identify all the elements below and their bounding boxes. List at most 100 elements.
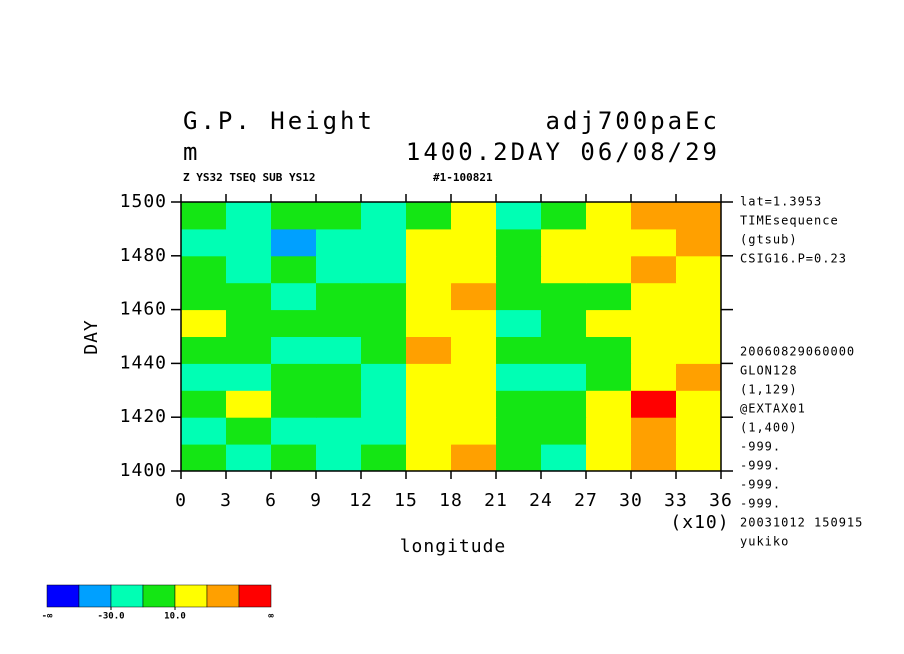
heatmap-cell	[271, 255, 317, 284]
heatmap-cell	[451, 202, 497, 230]
heatmap-cell	[181, 255, 227, 284]
heatmap-cell	[496, 282, 542, 311]
subtitle: Z YS32 TSEQ SUB YS12	[183, 171, 315, 184]
run-id: #1-100821	[433, 171, 493, 184]
heatmap-cell	[586, 417, 632, 445]
annotation: yukiko	[740, 535, 789, 549]
heatmap-cell	[271, 228, 317, 257]
heatmap-cell	[586, 390, 632, 418]
x-tick-label: 33	[664, 490, 688, 511]
heatmap-cell	[676, 417, 722, 445]
x-tick-label: 36	[709, 490, 733, 511]
heatmap-cell	[361, 202, 407, 230]
colorbar-label: ∞	[268, 612, 274, 622]
heatmap-cell	[181, 309, 227, 337]
colorbar-box	[110, 584, 144, 608]
heatmap-cell	[496, 444, 542, 472]
heatmap-cell	[406, 336, 452, 364]
heatmap-cell	[361, 228, 407, 257]
heatmap-cell	[631, 309, 677, 337]
annotation: lat=1.3953	[740, 195, 822, 209]
annotation: (1,129)	[740, 383, 798, 397]
heatmap-cell	[676, 228, 722, 257]
heatmap-cell	[406, 228, 452, 257]
heatmap-cell	[496, 363, 542, 391]
heatmap-cell	[406, 417, 452, 445]
heatmap-cell	[316, 282, 362, 311]
heatmap-cell	[361, 390, 407, 418]
heatmap-cell	[496, 309, 542, 337]
heatmap-cell	[496, 255, 542, 284]
heatmap-cell	[316, 444, 362, 472]
heatmap-cell	[631, 255, 677, 284]
heatmap-cell	[541, 363, 587, 391]
heatmap-cell	[316, 336, 362, 364]
heatmap-cell	[181, 417, 227, 445]
heatmap-cell	[451, 444, 497, 472]
heatmap-cell	[271, 336, 317, 364]
heatmap-cell	[181, 444, 227, 472]
colorbar-label: -∞	[42, 612, 53, 622]
x-tick-label: 9	[310, 490, 322, 511]
x-tick-label: 3	[220, 490, 232, 511]
heatmap-cell	[631, 363, 677, 391]
heatmap-cell	[631, 444, 677, 472]
heatmap-cell	[226, 202, 272, 230]
heatmap-cell	[226, 309, 272, 337]
heatmap-cell	[496, 202, 542, 230]
heatmap-cell	[496, 390, 542, 418]
heatmap-cell	[676, 444, 722, 472]
annotation: -999.	[740, 459, 781, 473]
unit: m	[183, 138, 200, 166]
heatmap-cell	[226, 444, 272, 472]
heatmap-cell	[316, 228, 362, 257]
heatmap-cell	[406, 202, 452, 230]
heatmap-cell	[631, 390, 677, 418]
heatmap-cell	[271, 417, 317, 445]
annotation: -999.	[740, 497, 781, 511]
heatmap-cell	[586, 444, 632, 472]
heatmap-cell	[226, 417, 272, 445]
heatmap-cell	[406, 282, 452, 311]
heatmap-cell	[271, 282, 317, 311]
heatmap-cell	[361, 336, 407, 364]
heatmap-cell	[541, 255, 587, 284]
heatmap-cell	[226, 363, 272, 391]
annotation: 20031012 150915	[740, 516, 863, 530]
heatmap-cell	[586, 282, 632, 311]
heatmap-cell	[586, 309, 632, 337]
annotation: (gtsub)	[740, 233, 798, 247]
heatmap-cell	[541, 444, 587, 472]
colorbar-box	[46, 584, 80, 608]
heatmap-cell	[541, 390, 587, 418]
x-tick-label: 15	[394, 490, 418, 511]
heatmap-cell	[271, 309, 317, 337]
heatmap-cell	[226, 282, 272, 311]
heatmap-cell	[181, 336, 227, 364]
annotation: CSIG16.P=0.23	[740, 252, 847, 266]
heatmap-cell	[361, 255, 407, 284]
heatmap-cell	[676, 390, 722, 418]
heatmap-cell	[316, 363, 362, 391]
experiment: adj700paEc	[546, 107, 721, 135]
heatmap-cell	[361, 444, 407, 472]
heatmap-cell	[271, 363, 317, 391]
x-tick-label: 30	[619, 490, 643, 511]
heatmap-cell	[586, 255, 632, 284]
heatmap-cell	[541, 228, 587, 257]
heatmap-cell	[676, 336, 722, 364]
heatmap-cell	[361, 282, 407, 311]
heatmap-cell	[406, 444, 452, 472]
x-tick-label: 12	[349, 490, 373, 511]
heatmap-cell	[316, 309, 362, 337]
heatmap-cell	[541, 336, 587, 364]
x-tick-label: 0	[175, 490, 187, 511]
heatmap-cell	[361, 309, 407, 337]
heatmap-cell	[361, 363, 407, 391]
y-tick-label: 1500	[120, 191, 167, 212]
heatmap-cell	[451, 255, 497, 284]
annotation: -999.	[740, 440, 781, 454]
x-tick-label: 27	[574, 490, 598, 511]
y-tick-label: 1440	[120, 352, 167, 373]
